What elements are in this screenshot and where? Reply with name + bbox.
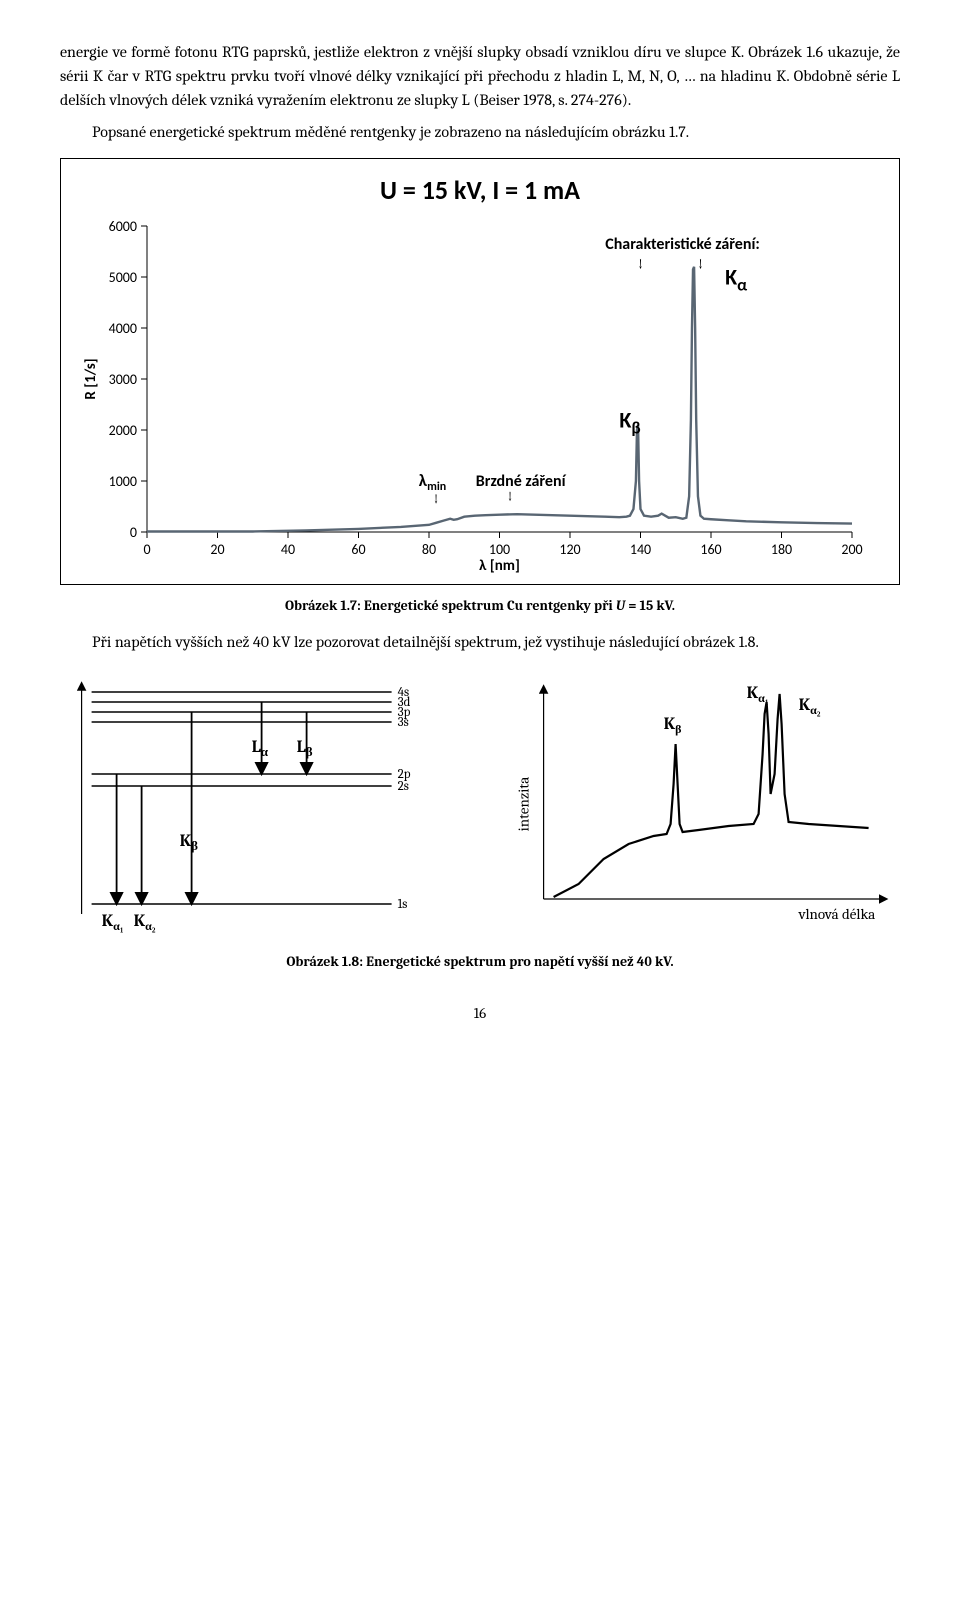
svg-text:140: 140: [630, 541, 651, 558]
caption-text: Obrázek 1.7: Energetické spektrum Cu ren…: [285, 597, 616, 614]
chart-svg: 0204060801001201401601802000100020003000…: [77, 216, 867, 576]
svg-text:Kβ: Kβ: [663, 715, 681, 736]
svg-text:200: 200: [841, 541, 862, 558]
svg-text:λ [nm]: λ [nm]: [479, 557, 520, 575]
svg-text:1s: 1s: [398, 897, 408, 912]
svg-text:R [1/s]: R [1/s]: [82, 358, 100, 399]
svg-text:60: 60: [351, 541, 365, 558]
paragraph-1: energie ve formě fotonu RTG paprsků, jes…: [60, 40, 900, 112]
svg-text:Kβ: Kβ: [619, 406, 640, 438]
svg-text:Brzdné záření: Brzdné záření: [476, 472, 567, 491]
svg-text:λmin: λmin: [419, 470, 446, 494]
svg-text:1000: 1000: [109, 473, 137, 490]
page-number: 16: [60, 1002, 900, 1025]
svg-text:Kα₂: Kα₂: [134, 912, 156, 933]
fig18-right: intenzita vlnová délka Kβ Kα₁ Kα₂: [497, 674, 900, 941]
svg-text:0: 0: [143, 541, 150, 558]
svg-text:160: 160: [700, 541, 721, 558]
paragraph-3: Při napětích vyšších než 40 kV lze pozor…: [60, 630, 900, 654]
svg-text:↓: ↓: [434, 490, 438, 508]
svg-text:80: 80: [422, 541, 436, 558]
svg-text:↓: ↓: [508, 487, 512, 505]
svg-text:Charakteristické záření:: Charakteristické záření:: [605, 235, 760, 254]
energy-levels-svg: 4s3d3p3s2p2s1sKα₁Kα₂KβLαLβ: [60, 674, 463, 934]
svg-text:3s: 3s: [398, 715, 409, 730]
svg-text:3000: 3000: [109, 371, 137, 388]
svg-text:Kβ: Kβ: [180, 832, 199, 854]
svg-text:intenzita: intenzita: [514, 777, 532, 832]
spectrum-svg: intenzita vlnová délka Kβ Kα₁ Kα₂: [497, 674, 900, 934]
svg-text:180: 180: [771, 541, 792, 558]
svg-text:↓: ↓: [698, 255, 703, 273]
svg-text:2000: 2000: [109, 422, 137, 439]
svg-text:5000: 5000: [109, 269, 137, 286]
svg-text:6000: 6000: [109, 218, 137, 235]
svg-text:↓: ↓: [638, 255, 643, 273]
figure-1-8: 4s3d3p3s2p2s1sKα₁Kα₂KβLαLβ intenzitavlno…: [60, 674, 900, 941]
caption-1-7: Obrázek 1.7: Energetické spektrum Cu ren…: [60, 595, 900, 616]
svg-text:2s: 2s: [398, 779, 409, 794]
svg-text:Kα: Kα: [725, 264, 747, 296]
paragraph-2: Popsané energetické spektrum měděné rent…: [60, 120, 900, 144]
svg-text:vlnová délka: vlnová délka: [797, 905, 875, 923]
svg-text:120: 120: [559, 541, 580, 558]
chart-1-7: U = 15 kV, I = 1 mA 0 20 40 60 80 100 120 140 16…: [60, 158, 900, 585]
svg-text:100: 100: [489, 541, 510, 558]
caption-1-8: Obrázek 1.8: Energetické spektrum pro na…: [60, 951, 900, 972]
caption-text2: = 15 kV.: [625, 597, 675, 614]
svg-text:20: 20: [210, 541, 224, 558]
svg-text:Kα₁: Kα₁: [746, 684, 768, 705]
svg-text:Lβ: Lβ: [297, 738, 313, 760]
svg-text:40: 40: [281, 541, 295, 558]
svg-text:0: 0: [130, 524, 137, 541]
fig18-left: 4s3d3p3s2p2s1sKα₁Kα₂KβLαLβ: [60, 674, 463, 941]
caption-var: U: [616, 597, 625, 614]
svg-text:4000: 4000: [109, 320, 137, 337]
svg-text:Kα₁: Kα₁: [102, 912, 124, 933]
svg-text:Kα₂: Kα₂: [798, 696, 820, 717]
svg-text:Lα: Lα: [252, 738, 269, 760]
chart-title: U = 15 kV, I = 1 mA: [77, 171, 883, 210]
